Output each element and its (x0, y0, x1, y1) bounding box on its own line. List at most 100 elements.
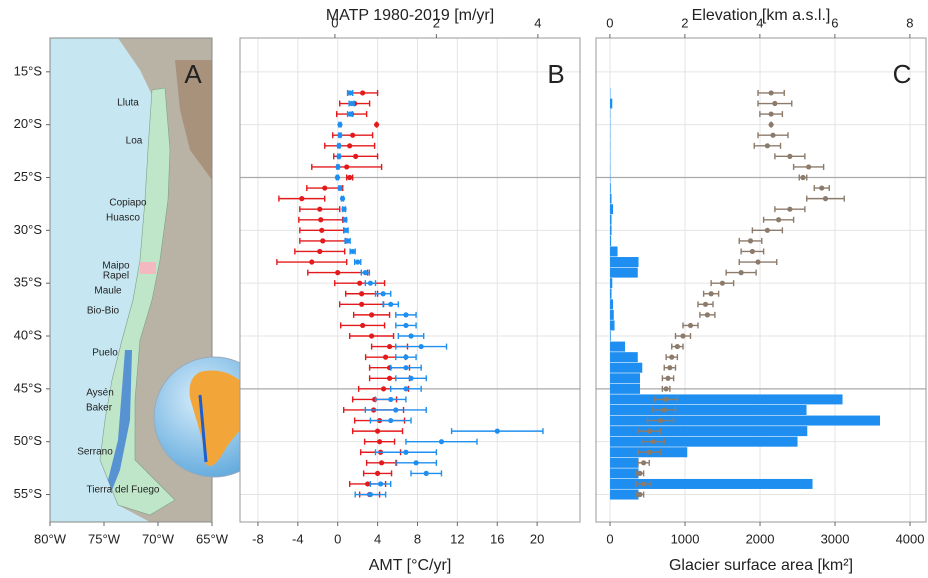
x-tick-label: 4 (374, 531, 381, 546)
point (309, 259, 314, 264)
x-tick-label: 20 (530, 531, 544, 546)
figure: 15°S20°S25°S30°S35°S40°S45°S50°S55°S80°W… (0, 0, 928, 578)
point (337, 185, 342, 190)
point (705, 312, 710, 317)
point (322, 185, 327, 190)
point (637, 471, 642, 476)
point (641, 460, 646, 465)
panel-label: A (184, 59, 202, 89)
point (403, 323, 408, 328)
x-tick-label: 4000 (896, 531, 925, 546)
point (819, 185, 824, 190)
lat-tick-label: 30°S (14, 222, 43, 237)
panel-label: C (893, 59, 912, 89)
point (769, 122, 774, 127)
place-label: Loa (126, 136, 143, 147)
bar (610, 352, 638, 362)
point (348, 90, 353, 95)
x-tick-label: 12 (450, 531, 464, 546)
point (667, 365, 672, 370)
x2-axis-title: MATP 1980-2019 [m/yr] (326, 7, 494, 24)
lon-tick-label: 70°W (142, 531, 175, 546)
point (787, 207, 792, 212)
bar (610, 310, 614, 320)
point (379, 460, 384, 465)
panel-label: B (547, 59, 564, 89)
point (664, 397, 669, 402)
point (662, 407, 667, 412)
bar (610, 363, 642, 373)
bar (610, 299, 613, 309)
bar (610, 394, 843, 404)
lat-tick-label: 35°S (14, 275, 43, 290)
x2-tick-label: 0 (606, 15, 613, 30)
point (349, 101, 354, 106)
point (403, 355, 408, 360)
point (650, 439, 655, 444)
point (375, 429, 380, 434)
point (336, 143, 341, 148)
place-label: Maule (94, 286, 122, 297)
point (363, 270, 368, 275)
point (388, 418, 393, 423)
point (439, 439, 444, 444)
point (340, 196, 345, 201)
point (403, 365, 408, 370)
place-label: Serrano (77, 447, 113, 458)
lat-tick-label: 40°S (14, 327, 43, 342)
point (647, 429, 652, 434)
point (387, 344, 392, 349)
point (823, 196, 828, 201)
bar (610, 468, 639, 478)
x-tick-label: 16 (490, 531, 504, 546)
point (337, 122, 342, 127)
x2-tick-label: 2 (681, 15, 688, 30)
place-label: Bio-Bio (87, 306, 120, 317)
x-tick-label: 0 (334, 531, 341, 546)
point (769, 90, 774, 95)
point (359, 302, 364, 307)
point (317, 207, 322, 212)
point (318, 217, 323, 222)
bar (610, 278, 612, 288)
point (424, 471, 429, 476)
x-tick-label: 1000 (671, 531, 700, 546)
point (375, 471, 380, 476)
bar (610, 342, 625, 352)
point (335, 270, 340, 275)
point (369, 333, 374, 338)
point (317, 249, 322, 254)
x2-tick-label: 8 (906, 15, 913, 30)
point (335, 164, 340, 169)
x-tick-label: -4 (292, 531, 304, 546)
point (357, 281, 362, 286)
point (383, 355, 388, 360)
point (750, 249, 755, 254)
point (770, 133, 775, 138)
x-tick-label: 2000 (746, 531, 775, 546)
point (388, 302, 393, 307)
point (806, 164, 811, 169)
place-label: Huasco (106, 213, 140, 224)
place-label: Tierra del Fuego (87, 485, 160, 496)
point (377, 439, 382, 444)
point (369, 312, 374, 317)
point (337, 133, 342, 138)
lat-tick-label: 25°S (14, 169, 43, 184)
x-tick-label: 3000 (821, 531, 850, 546)
point (335, 175, 340, 180)
bar (610, 405, 807, 415)
point (342, 217, 347, 222)
bar (610, 373, 640, 383)
point (709, 291, 714, 296)
x-tick-label: 0 (606, 531, 613, 546)
bar (610, 215, 612, 225)
point (408, 376, 413, 381)
point (359, 291, 364, 296)
point (381, 291, 386, 296)
point (647, 450, 652, 455)
bar (610, 268, 638, 278)
point (320, 238, 325, 243)
